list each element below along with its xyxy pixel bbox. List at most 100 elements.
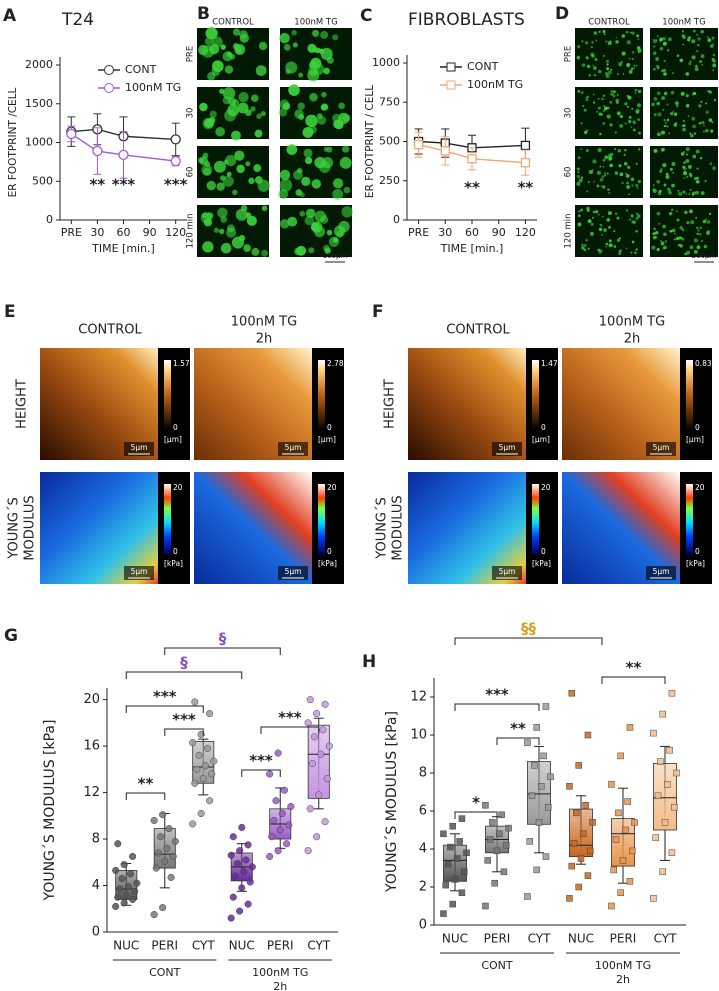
cell bbox=[687, 164, 692, 169]
colorbar-unit: [µm] bbox=[164, 435, 182, 444]
cell bbox=[239, 33, 249, 43]
data-point bbox=[440, 910, 447, 917]
cell bbox=[607, 70, 612, 75]
row-label: HEIGHT bbox=[383, 379, 398, 429]
cell bbox=[635, 217, 639, 220]
data-point bbox=[668, 849, 676, 857]
y-tick-label: 0 bbox=[419, 918, 427, 933]
cell bbox=[630, 67, 634, 71]
data-point bbox=[482, 802, 489, 809]
cell bbox=[663, 148, 665, 150]
cell bbox=[204, 37, 214, 46]
cell bbox=[621, 182, 624, 185]
data-point bbox=[482, 902, 489, 910]
cell bbox=[328, 236, 340, 248]
legend-marker bbox=[104, 83, 114, 93]
data-point bbox=[533, 724, 540, 731]
cell bbox=[662, 72, 667, 76]
cell bbox=[245, 212, 252, 219]
cell bbox=[621, 61, 623, 63]
cell bbox=[606, 114, 611, 119]
cell bbox=[231, 236, 245, 249]
cell bbox=[245, 109, 252, 116]
colorbar bbox=[686, 484, 693, 554]
x-tick-label: 120 bbox=[515, 226, 536, 239]
cell bbox=[711, 36, 715, 40]
cell bbox=[667, 49, 670, 52]
y-tick-label: 12 bbox=[410, 690, 427, 705]
data-point bbox=[612, 836, 620, 843]
data-point bbox=[203, 744, 212, 752]
colorbar-unit: [kPa] bbox=[686, 559, 705, 568]
cell bbox=[662, 224, 666, 229]
data-point bbox=[484, 857, 492, 864]
cell bbox=[606, 218, 611, 222]
chart-title: T24 bbox=[61, 10, 94, 30]
cell bbox=[576, 167, 580, 171]
data-point bbox=[654, 792, 662, 800]
significance: ** bbox=[464, 179, 480, 197]
cell bbox=[693, 238, 698, 243]
cell bbox=[680, 237, 685, 241]
cell bbox=[599, 165, 602, 168]
data-point bbox=[114, 893, 122, 901]
cell bbox=[600, 185, 603, 188]
significance: *** bbox=[172, 711, 196, 729]
x-tick-label: NUC bbox=[568, 932, 594, 946]
cell bbox=[598, 30, 601, 33]
data-point bbox=[244, 841, 252, 849]
cell bbox=[583, 243, 587, 247]
cell bbox=[699, 226, 703, 230]
data-point bbox=[619, 857, 627, 864]
afm-map bbox=[40, 348, 158, 460]
cell bbox=[613, 245, 617, 248]
data-point bbox=[526, 838, 534, 845]
data-point bbox=[274, 847, 282, 855]
data-point bbox=[650, 729, 657, 737]
significance: ** bbox=[510, 720, 526, 738]
cell bbox=[696, 43, 700, 47]
cell bbox=[692, 124, 696, 129]
x-tick-label: NUC bbox=[442, 932, 468, 946]
cell bbox=[691, 194, 694, 196]
cell bbox=[323, 67, 330, 75]
cell bbox=[612, 90, 616, 94]
significance: *** bbox=[164, 176, 188, 194]
cell bbox=[712, 53, 716, 57]
y-tick-label: 1000 bbox=[372, 56, 400, 69]
cell bbox=[712, 63, 717, 68]
row-label: 120 min bbox=[186, 214, 196, 249]
cell bbox=[653, 97, 658, 101]
data-point bbox=[575, 762, 582, 769]
y-tick-label: 8 bbox=[92, 832, 100, 847]
data-point bbox=[315, 791, 323, 799]
cell bbox=[708, 212, 712, 216]
cell bbox=[299, 210, 306, 217]
cell bbox=[653, 68, 656, 71]
cell bbox=[204, 118, 214, 129]
group-label: CONT bbox=[149, 966, 181, 979]
data-point bbox=[321, 818, 329, 826]
data-point bbox=[449, 822, 456, 830]
data-point bbox=[664, 781, 671, 788]
marker bbox=[92, 145, 103, 157]
cell bbox=[606, 63, 609, 66]
data-point bbox=[673, 769, 680, 777]
significance: *** bbox=[112, 176, 136, 194]
cell bbox=[603, 105, 606, 107]
cell bbox=[332, 188, 344, 200]
cell bbox=[317, 116, 327, 125]
cell bbox=[652, 235, 657, 240]
cell bbox=[234, 44, 246, 55]
data-point bbox=[568, 862, 576, 870]
cell bbox=[667, 187, 670, 190]
bracket bbox=[164, 728, 204, 736]
cell bbox=[605, 40, 608, 43]
cell bbox=[224, 109, 237, 122]
cell bbox=[700, 191, 705, 196]
bracket bbox=[125, 705, 204, 713]
data-point bbox=[498, 811, 505, 819]
cell bbox=[652, 188, 656, 192]
data-point bbox=[451, 876, 459, 883]
x-tick-label: 90 bbox=[143, 226, 157, 239]
